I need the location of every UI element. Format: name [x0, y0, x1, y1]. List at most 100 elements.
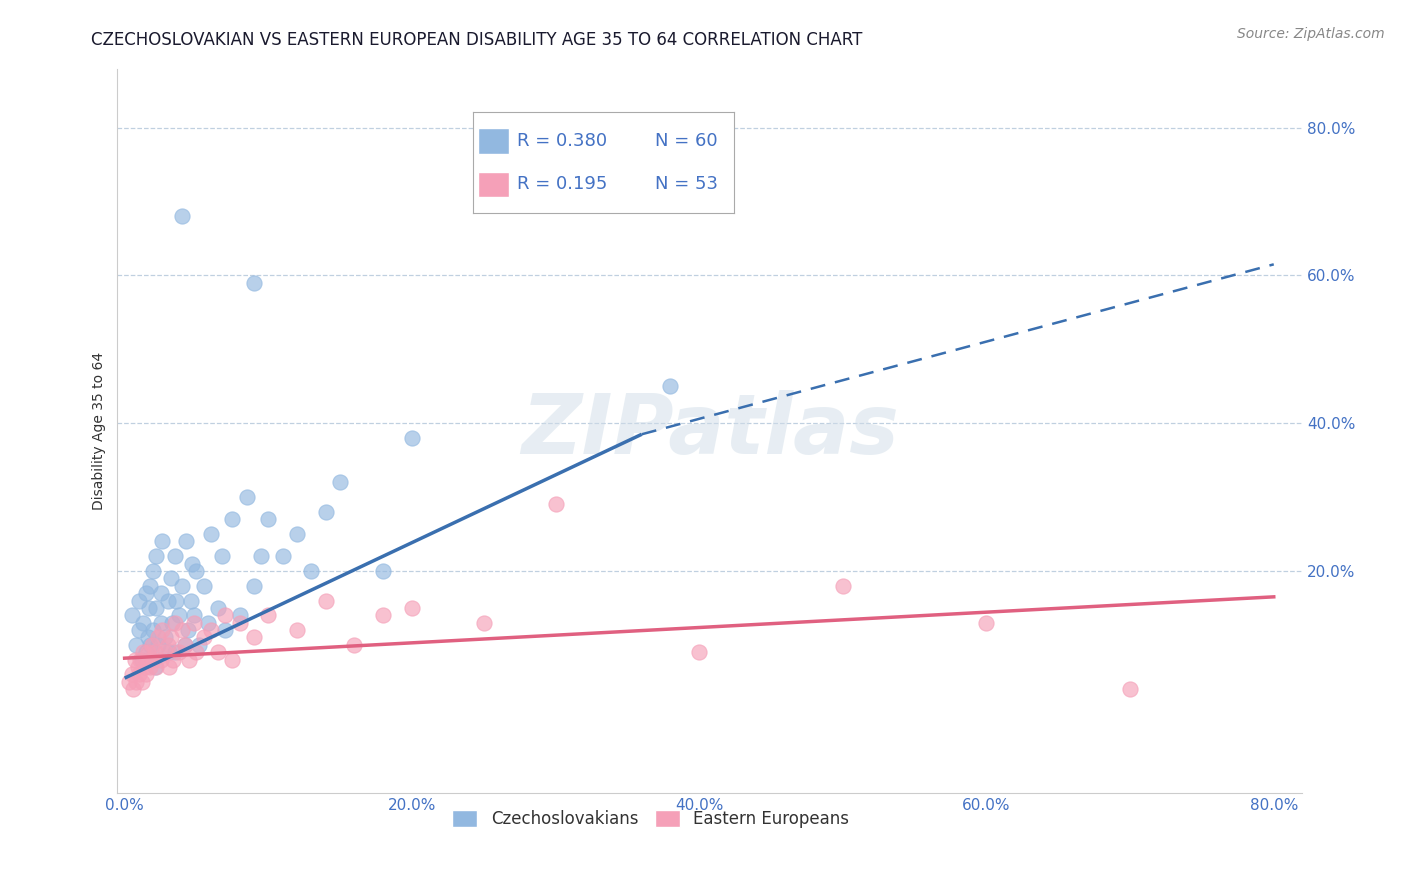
Point	[211, 549, 233, 564]
Point	[160, 615, 183, 630]
Point	[118, 674, 141, 689]
Point	[177, 623, 200, 637]
Point	[329, 475, 352, 490]
Point	[221, 653, 243, 667]
Point	[235, 490, 257, 504]
Point	[186, 645, 208, 659]
Point	[243, 276, 266, 290]
Point	[142, 653, 165, 667]
Point	[472, 615, 495, 630]
Point	[228, 608, 250, 623]
Point	[163, 645, 186, 659]
Point	[401, 601, 423, 615]
Point	[153, 631, 176, 645]
Point	[257, 608, 280, 623]
Point	[134, 660, 156, 674]
Point	[141, 653, 163, 667]
Point	[214, 608, 236, 623]
Point	[163, 615, 186, 630]
Point	[228, 615, 250, 630]
Point	[163, 549, 186, 564]
Point	[167, 645, 190, 659]
Point	[373, 608, 395, 623]
Point	[150, 534, 173, 549]
Point	[128, 593, 150, 607]
Point	[1119, 682, 1142, 697]
Point	[145, 601, 167, 615]
Point	[156, 638, 179, 652]
Point	[181, 557, 204, 571]
Point	[125, 674, 148, 689]
Point	[149, 615, 172, 630]
Point	[186, 564, 208, 578]
Point	[131, 674, 153, 689]
Point	[159, 571, 181, 585]
Point	[299, 564, 322, 578]
Point	[343, 638, 366, 652]
Point	[165, 593, 187, 607]
Point	[136, 645, 159, 659]
Point	[131, 653, 153, 667]
Point	[136, 631, 159, 645]
Point	[167, 608, 190, 623]
Point	[172, 623, 194, 637]
Point	[157, 645, 180, 659]
Point	[146, 631, 169, 645]
Point	[214, 623, 236, 637]
Point	[688, 645, 710, 659]
Point	[141, 638, 163, 652]
Point	[142, 623, 165, 637]
Point	[125, 638, 148, 652]
Point	[401, 431, 423, 445]
Point	[128, 623, 150, 637]
Point	[139, 660, 162, 674]
Text: CZECHOSLOVAKIAN VS EASTERN EUROPEAN DISABILITY AGE 35 TO 64 CORRELATION CHART: CZECHOSLOVAKIAN VS EASTERN EUROPEAN DISA…	[91, 31, 863, 49]
Point	[132, 615, 155, 630]
Point	[142, 564, 165, 578]
Point	[659, 379, 682, 393]
Point	[193, 579, 215, 593]
Point	[122, 682, 145, 697]
Point	[200, 623, 222, 637]
Point	[197, 615, 219, 630]
Point	[135, 667, 157, 681]
Point	[138, 653, 160, 667]
Point	[139, 638, 162, 652]
Point	[159, 631, 181, 645]
Point	[250, 549, 273, 564]
Point	[221, 512, 243, 526]
Point	[193, 631, 215, 645]
Point	[179, 653, 201, 667]
Point	[180, 593, 202, 607]
Point	[373, 564, 395, 578]
Point	[243, 631, 266, 645]
Point	[156, 593, 179, 607]
Point	[135, 645, 157, 659]
Point	[183, 608, 205, 623]
Point	[143, 660, 166, 674]
Point	[143, 645, 166, 659]
Point	[127, 660, 149, 674]
Point	[176, 534, 198, 549]
Point	[135, 586, 157, 600]
Point	[157, 660, 180, 674]
Point	[153, 645, 176, 659]
Point	[138, 601, 160, 615]
Point	[124, 653, 146, 667]
Point	[315, 505, 337, 519]
Point	[149, 586, 172, 600]
Point	[243, 579, 266, 593]
Point	[121, 667, 143, 681]
Point	[315, 593, 337, 607]
Point	[121, 608, 143, 623]
Text: Source: ZipAtlas.com: Source: ZipAtlas.com	[1237, 27, 1385, 41]
Point	[285, 623, 308, 637]
Point	[139, 579, 162, 593]
Point	[976, 615, 998, 630]
Point	[145, 549, 167, 564]
Y-axis label: Disability Age 35 to 64: Disability Age 35 to 64	[93, 351, 107, 509]
Point	[831, 579, 853, 593]
Point	[172, 579, 194, 593]
Point	[128, 667, 150, 681]
Point	[132, 645, 155, 659]
